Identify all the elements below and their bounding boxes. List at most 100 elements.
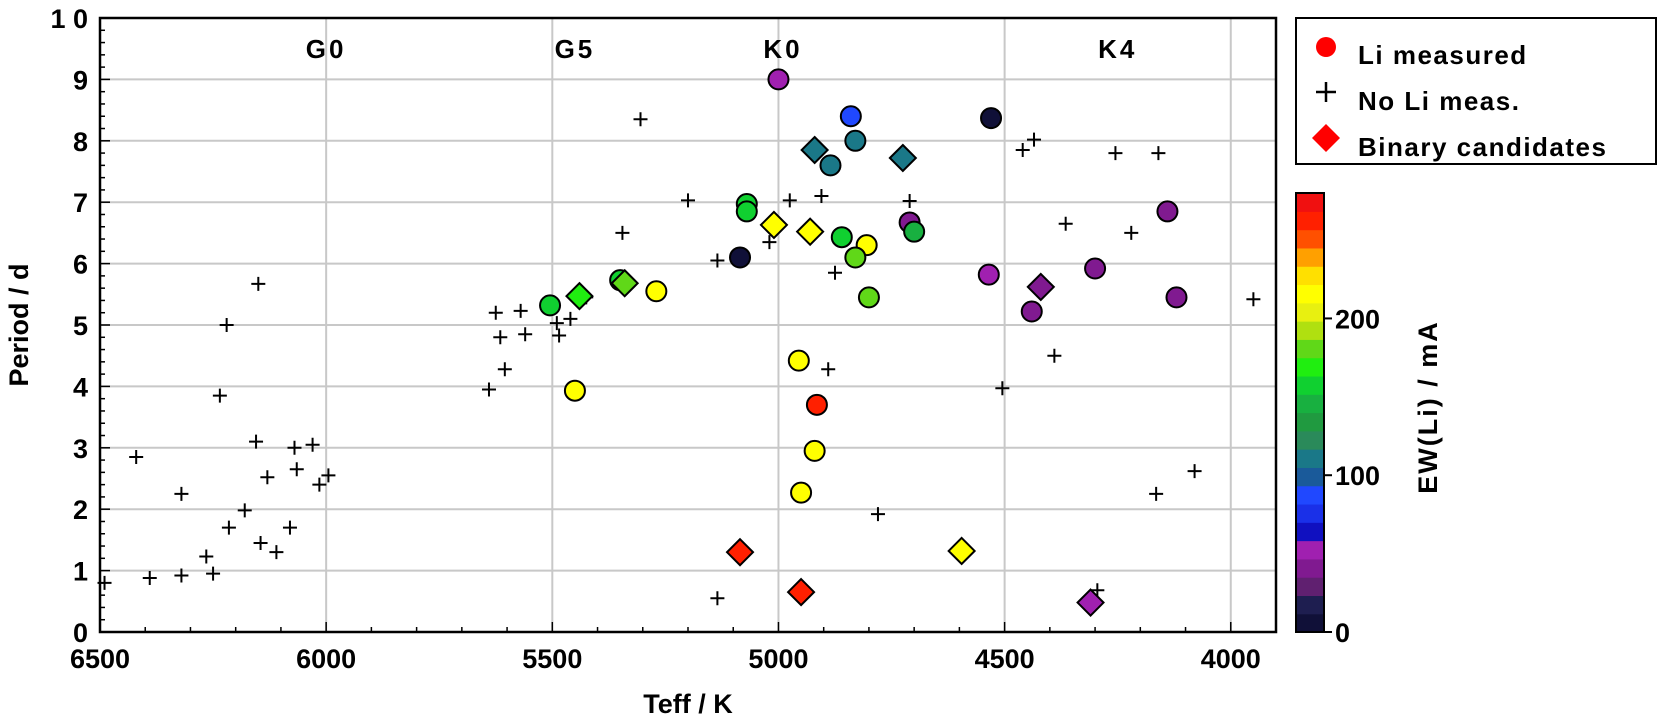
li-measured-point: [903, 220, 926, 243]
legend-box: [1295, 17, 1657, 165]
y-tick-label: 8: [73, 127, 88, 157]
legend-diamond-marker: [1312, 124, 1340, 152]
no-li-point: [249, 434, 264, 449]
x-tick-label: 6000: [296, 644, 356, 674]
colorbar-band: [1296, 266, 1324, 286]
no-li-point: [282, 520, 297, 535]
no-li-point: [289, 462, 304, 477]
no-li-point: [497, 362, 512, 377]
no-li-point: [1015, 143, 1030, 158]
no-li-point: [174, 486, 189, 501]
no-li-point: [237, 503, 252, 518]
no-li-point: [1149, 486, 1164, 501]
no-li-point: [305, 437, 320, 452]
no-li-point: [142, 570, 157, 585]
x-tick-label: 4500: [975, 644, 1035, 674]
colorbar-band: [1296, 522, 1324, 542]
no-li-point: [870, 507, 885, 522]
li-measured-point: [1156, 200, 1179, 223]
colorbar-band: [1296, 339, 1324, 359]
colorbar-band: [1296, 467, 1324, 487]
li-measured-point: [830, 226, 853, 249]
colorbar-band: [1296, 211, 1324, 231]
no-li-point: [563, 311, 578, 326]
no-li-point: [1187, 464, 1202, 479]
li-measured-point: [645, 280, 668, 303]
colorbar-bands: [1296, 193, 1324, 633]
binary-candidate-point: [800, 135, 830, 165]
y-axis-title: Period / d: [4, 263, 34, 386]
no-li-point: [633, 112, 648, 127]
no-li-point: [129, 450, 144, 465]
li-measured-point: [819, 154, 842, 177]
x-tick-label: 6500: [70, 644, 130, 674]
x-axis-title: Teff / K: [643, 689, 733, 719]
li-measured-point: [844, 129, 867, 152]
colorbar-band: [1296, 430, 1324, 450]
colorbar-band: [1296, 613, 1324, 633]
no-li-point: [710, 591, 725, 606]
colorbar-band: [1296, 357, 1324, 377]
no-li-point: [251, 276, 266, 291]
colorbar-tick-label: 100: [1335, 461, 1380, 491]
no-li-point: [782, 193, 797, 208]
binary-candidate-point: [1026, 272, 1056, 302]
no-li-point: [312, 477, 327, 492]
no-li-point: [206, 566, 221, 581]
no-li-point: [1108, 146, 1123, 161]
li-measured-point: [1084, 257, 1107, 280]
no-li-point: [488, 305, 503, 320]
colorbar-title: EW(Li) / mA: [1413, 320, 1443, 493]
binary-candidate-point: [888, 143, 918, 173]
binary-candidate-point: [1076, 588, 1105, 617]
binary-candidate-point: [565, 281, 594, 311]
plot-frame: [98, 16, 1278, 634]
legend-circle-marker: [1316, 37, 1336, 57]
colorbar-band: [1296, 375, 1324, 395]
y-tick-label: 5: [73, 311, 88, 341]
no-li-point: [174, 568, 189, 583]
y-tick-label: 9: [73, 65, 88, 95]
spectral-type-label: G5: [555, 34, 596, 64]
li-measured-point: [977, 263, 1000, 286]
spectral-type-label: K0: [763, 34, 802, 64]
no-li-point: [1124, 225, 1139, 240]
colorbar-tick-label: 200: [1335, 304, 1380, 334]
colorbar-band: [1296, 540, 1324, 560]
x-tick-label: 4000: [1201, 644, 1261, 674]
y-tick-label: 1: [73, 557, 88, 587]
li-measured-point: [539, 294, 562, 317]
no-li-point: [681, 193, 695, 208]
no-li-point: [814, 189, 829, 204]
colorbar-band: [1296, 229, 1324, 249]
binary-candidate-point: [795, 217, 825, 247]
no-li-point: [221, 520, 236, 535]
colorbar-band: [1296, 284, 1324, 304]
colorbar-band: [1296, 577, 1324, 597]
binary-candidate-point: [947, 536, 977, 566]
no-li-point: [199, 549, 214, 564]
no-li-point: [710, 253, 725, 268]
li-measured-point: [1165, 286, 1188, 309]
legend-plus-marker: [1316, 82, 1336, 102]
colorbar-band: [1296, 558, 1324, 578]
li-measured-point: [787, 349, 810, 372]
colorbar-band: [1296, 412, 1324, 432]
no-li-point: [269, 545, 284, 560]
no-li-point: [493, 330, 508, 345]
no-li-points: [97, 112, 1261, 606]
no-li-point: [253, 535, 268, 550]
legend-label-li-measured: Li measured: [1358, 40, 1528, 70]
no-li-point: [1027, 132, 1042, 147]
y-tick-labels: 0 1 2 3 4 5 6 7 8 9 1 0: [50, 4, 88, 648]
no-li-point: [219, 318, 234, 332]
no-li-point: [762, 235, 777, 250]
no-li-point: [549, 316, 564, 331]
spectral-type-label: K4: [1098, 34, 1137, 64]
spectral-type-label: G0: [306, 34, 347, 64]
legend-label-no-li: No Li meas.: [1358, 86, 1520, 116]
x-tick-label: 5500: [522, 644, 582, 674]
li-measured-point: [563, 379, 586, 402]
no-li-point: [615, 225, 630, 240]
